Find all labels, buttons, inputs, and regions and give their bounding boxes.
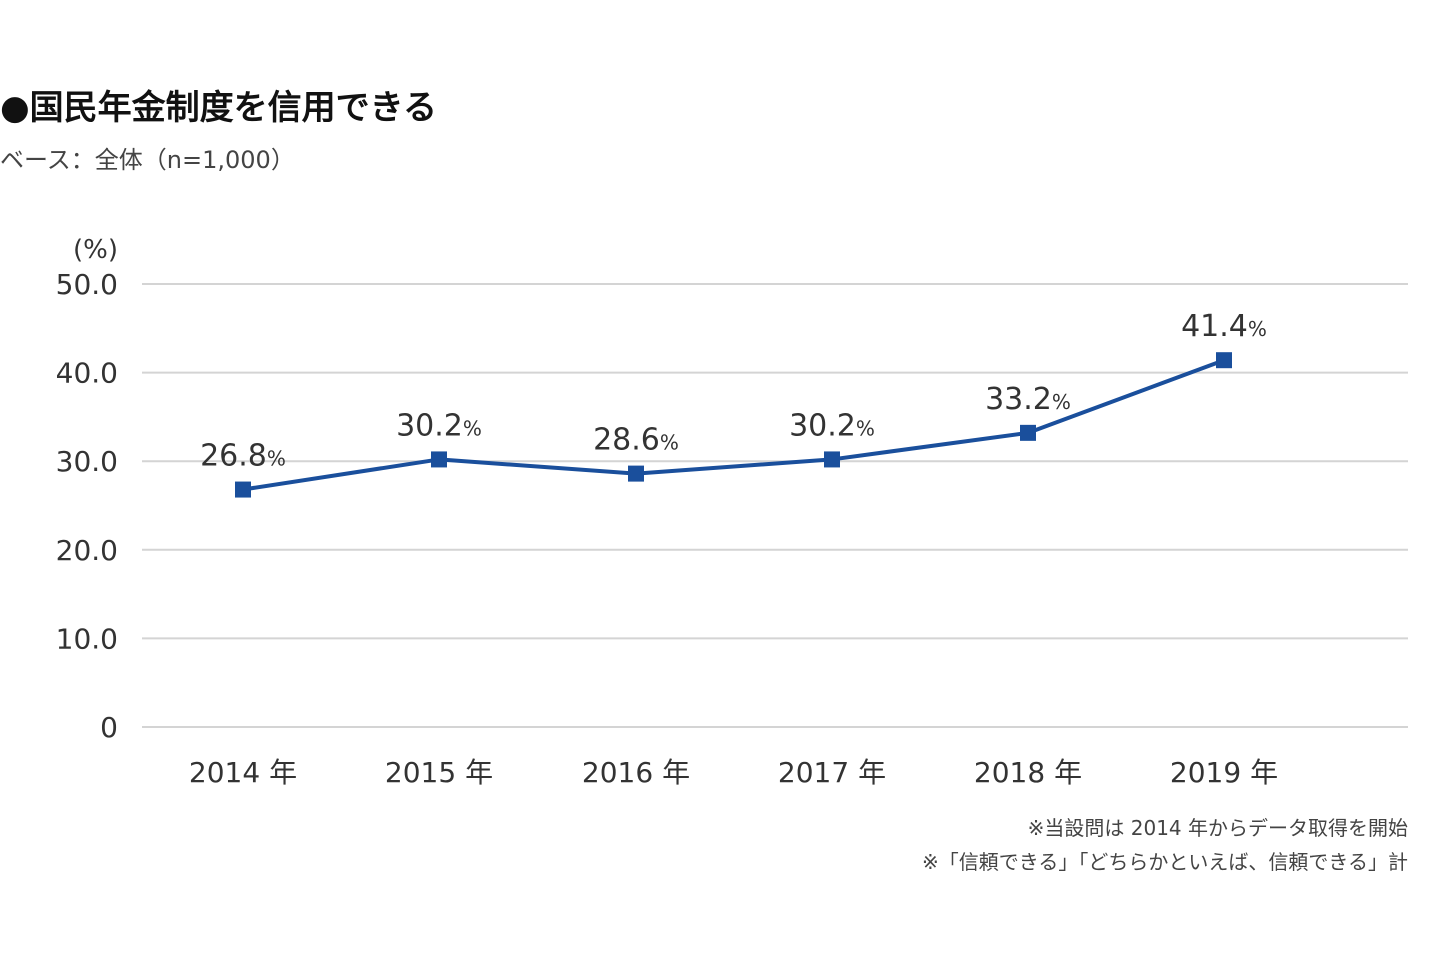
data-point-marker: [235, 481, 251, 498]
footnote-data-start: ※当設問は 2014 年からデータ取得を開始: [1027, 816, 1408, 840]
y-axis-label: (%): [73, 235, 118, 265]
x-tick-label: 2017 年: [778, 756, 886, 789]
data-point-marker: [628, 465, 644, 482]
data-label: 26.8%: [200, 439, 286, 474]
y-tick-label: 40.0: [56, 357, 118, 390]
x-tick-label: 2014 年: [189, 756, 297, 789]
data-point-marker: [1216, 352, 1232, 369]
data-point-marker: [824, 451, 840, 468]
chart-title: ●国民年金制度を信用できる: [0, 88, 437, 128]
x-tick-label: 2019 年: [1170, 756, 1278, 789]
y-tick-label: 30.0: [56, 445, 118, 478]
x-tick-label: 2016 年: [582, 756, 690, 789]
x-tick-label: 2015 年: [385, 756, 493, 789]
data-label: 28.6%: [593, 423, 679, 458]
data-label: 30.2%: [396, 408, 482, 443]
data-point-marker: [1020, 424, 1036, 441]
x-tick-label: 2018 年: [974, 756, 1082, 789]
y-tick-label: 10.0: [56, 622, 118, 655]
data-point-marker: [431, 451, 447, 468]
data-label: 30.2%: [789, 408, 875, 443]
data-label: 33.2%: [985, 382, 1071, 417]
y-tick-label: 0: [100, 711, 118, 744]
chart-subtitle: ベース：全体（n=1,000）: [0, 146, 295, 174]
data-label: 41.4%: [1181, 309, 1267, 344]
footnote-definition: ※「信頼できる」「どちらかといえば、信頼できる」計: [922, 850, 1408, 874]
series-line: [242, 358, 1225, 492]
y-tick-label: 20.0: [56, 534, 118, 567]
y-tick-label: 50.0: [56, 268, 118, 301]
